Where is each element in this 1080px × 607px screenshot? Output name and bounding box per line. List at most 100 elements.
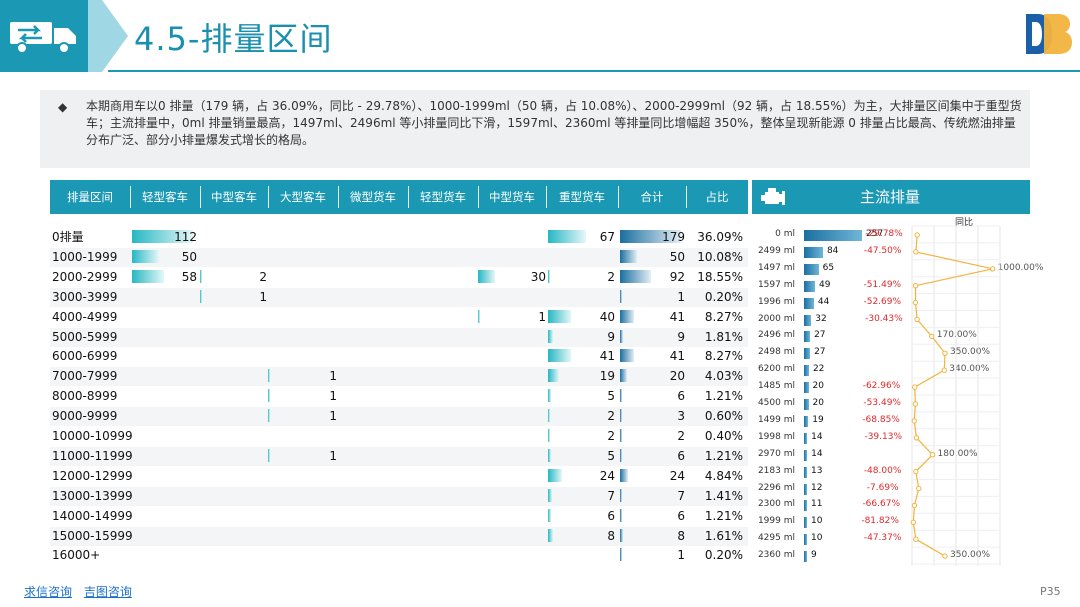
displacement-label: 2360 ml xyxy=(757,550,795,561)
range-label: 13000-13999 xyxy=(52,488,133,503)
share-value: 0.60% xyxy=(704,409,743,424)
range-label: 11000-11999 xyxy=(52,448,133,463)
range-label: 1000-1999 xyxy=(52,249,118,264)
value-bar xyxy=(620,309,634,323)
range-label: 12000-12999 xyxy=(52,468,133,483)
range-label: 6000-6999 xyxy=(52,349,118,364)
displacement-bar xyxy=(804,517,807,529)
right-panel-header xyxy=(752,180,1030,214)
displacement-value: 9 xyxy=(811,550,817,561)
value-bar xyxy=(620,468,629,482)
cell-value: 1 xyxy=(329,389,337,404)
displacement-value: 65 xyxy=(822,262,835,273)
cell-value: 20 xyxy=(669,369,685,384)
displacement-value: 20 xyxy=(812,381,824,392)
cell-value: 8 xyxy=(677,528,685,543)
table-row-bg xyxy=(50,446,748,466)
cell-value: 67 xyxy=(599,230,615,244)
value-bar xyxy=(200,269,202,283)
yoy-point xyxy=(913,249,919,255)
truck-icon xyxy=(10,22,76,54)
right-panel-title: 主流排量 xyxy=(859,188,920,206)
share-value: 1.81% xyxy=(704,329,743,344)
share-value: 1.41% xyxy=(704,488,743,503)
share-value: 18.55% xyxy=(697,269,743,284)
yoy-value: -53.49% xyxy=(863,398,901,408)
column-header: 轻型货车 xyxy=(420,190,466,204)
yoy-point xyxy=(929,333,935,340)
yoy-point xyxy=(912,401,919,407)
cell-value: 24 xyxy=(669,468,685,483)
displacement-value: 27 xyxy=(814,330,826,341)
value-bar xyxy=(548,508,552,522)
yoy-point xyxy=(911,418,917,424)
column-header: 重型货车 xyxy=(559,190,605,204)
yoy-value: 1000.00% xyxy=(997,262,1044,273)
yoy-point xyxy=(941,367,947,373)
yoy-value: -7.69% xyxy=(866,482,899,493)
cell-value: 2 xyxy=(607,409,615,424)
share-value: 4.03% xyxy=(704,369,743,384)
column-header: 轻型客车 xyxy=(142,190,188,204)
value-bar xyxy=(478,269,496,283)
value-bar xyxy=(620,269,652,283)
column-separator xyxy=(268,186,269,208)
column-separator xyxy=(408,186,409,208)
yoy-value: 180.00% xyxy=(937,448,978,459)
displacement-value: 22 xyxy=(812,364,825,375)
cell-value: 112 xyxy=(174,230,197,244)
yoy-point xyxy=(913,536,919,542)
cell-value: 6 xyxy=(607,508,615,523)
cell-value: 24 xyxy=(599,468,615,483)
cell-value: 9 xyxy=(677,329,685,344)
displacement-bar xyxy=(804,263,819,275)
yoy-value: -51.49% xyxy=(863,279,902,290)
displacement-bar xyxy=(804,246,823,258)
yoy-value: 350.00% xyxy=(950,347,991,358)
cell-value: 2 xyxy=(259,269,267,284)
displacement-label: 6200 ml xyxy=(757,364,795,375)
cell-value: 1 xyxy=(329,369,337,384)
displacement-bar xyxy=(804,331,811,343)
value-bar xyxy=(548,448,551,462)
yoy-value: -81.82% xyxy=(861,516,899,527)
table-row-bg xyxy=(50,327,748,347)
range-label: 7000-7999 xyxy=(52,369,118,384)
displacement-label: 4295 ml xyxy=(757,533,795,544)
cell-value: 92 xyxy=(669,269,685,284)
displacement-value: 10 xyxy=(811,516,823,527)
displacement-bar xyxy=(804,382,809,394)
yoy-point xyxy=(916,485,922,492)
cell-value: 8 xyxy=(607,528,615,543)
cell-value: 2 xyxy=(677,429,685,443)
yoy-point xyxy=(989,266,996,272)
footer-link-qiuxin[interactable]: 求信咨询 xyxy=(24,585,73,599)
table-row-bg xyxy=(50,247,748,267)
footer-link-jitu[interactable]: 吉图咨询 xyxy=(83,585,132,599)
cell-value: 50 xyxy=(181,249,197,264)
range-label: 5000-5999 xyxy=(52,329,118,344)
share-value: 4.84% xyxy=(704,468,743,483)
displacement-label: 2000 ml xyxy=(757,313,795,324)
displacement-value: 11 xyxy=(811,499,823,510)
value-bar xyxy=(620,249,638,263)
yoy-value: -68.85% xyxy=(862,414,900,425)
column-separator xyxy=(200,186,201,208)
range-label: 4000-4999 xyxy=(52,309,118,324)
range-label: 9000-9999 xyxy=(52,409,118,424)
value-bar xyxy=(478,309,480,323)
displacement-bar xyxy=(804,534,807,546)
displacement-label: 1497 ml xyxy=(757,262,795,273)
value-bar xyxy=(620,289,622,303)
value-bar xyxy=(548,349,572,363)
engine-icon xyxy=(761,188,785,205)
yoy-value: -66.67% xyxy=(862,499,901,510)
cell-value: 41 xyxy=(669,349,685,364)
displacement-bar xyxy=(804,297,814,309)
yoy-value: 340.00% xyxy=(949,364,990,375)
cell-value: 3 xyxy=(677,409,685,424)
share-value: 1.21% xyxy=(704,448,743,463)
column-separator xyxy=(546,186,547,208)
yoy-header: 同比 xyxy=(955,218,974,228)
value-bar xyxy=(548,269,550,283)
